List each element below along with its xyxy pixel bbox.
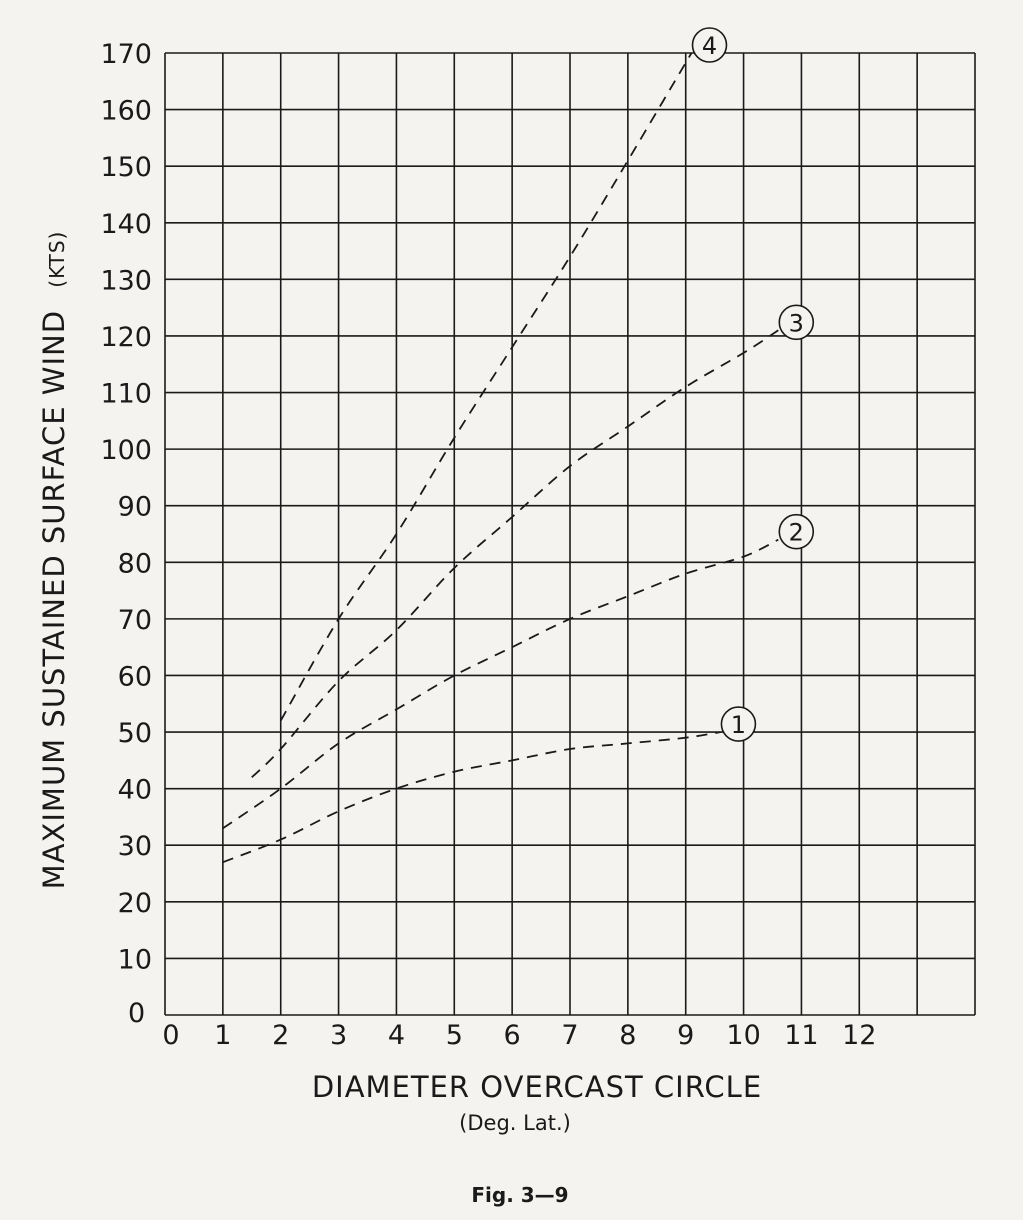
marker-number: 3: [789, 309, 804, 337]
series-line-1: [222, 731, 721, 864]
x-tick-label: 5: [446, 1020, 463, 1051]
x-tick-labels: 0 1 2 3 4 5 6 7 8 9 10 11 12: [162, 1020, 876, 1051]
x-tick-label: 4: [388, 1020, 405, 1051]
y-tick-label: 140: [100, 209, 152, 240]
y-tick-labels: 10 20 30 40 50 60 70 80 90 100 110 120 130 140 150 160 1…: [100, 39, 152, 975]
series-marker-1: 1: [720, 706, 757, 742]
marker-circle: [720, 706, 757, 742]
marker-number: 1: [731, 711, 746, 739]
y-axis-label: MAXIMUM SUSTAINED SURFACE WIND (KTS): [37, 231, 71, 890]
y-tick-label: 60: [118, 661, 152, 692]
x-tick-label: 10: [726, 1020, 760, 1051]
y-tick-label: 50: [118, 718, 152, 749]
series-line-2: [222, 538, 779, 830]
x-axis-sublabel: (Deg. Lat.): [459, 1111, 571, 1135]
series-marker-3: 3: [778, 304, 815, 341]
marker-number: 4: [702, 32, 717, 60]
x-tick-label: 0: [162, 1020, 179, 1051]
y-tick-label: 110: [100, 379, 152, 410]
series-marker-4: 4: [691, 27, 728, 63]
y-tick-label: 120: [100, 322, 152, 353]
x-tick-label: 11: [784, 1020, 818, 1051]
y-origin-label: 0: [128, 998, 145, 1029]
marker-circle: [778, 304, 815, 341]
marker-circle: [778, 513, 815, 550]
x-tick-label: 3: [330, 1020, 347, 1051]
x-tick-label: 9: [677, 1020, 694, 1051]
y-tick-label: 170: [100, 39, 152, 70]
y-axis-label-units: (KTS): [45, 231, 69, 288]
x-tick-label: 6: [504, 1020, 521, 1051]
series-line-3: [251, 329, 779, 778]
figure-caption: Fig. 3—9: [471, 1183, 568, 1207]
y-tick-label: 70: [118, 605, 152, 636]
series-markers: 1 2 3 4: [691, 27, 815, 742]
x-axis-label: DIAMETER OVERCAST CIRCLE: [312, 1070, 762, 1104]
x-tick-label: 7: [561, 1020, 578, 1051]
y-tick-label: 10: [118, 944, 152, 975]
marker-number: 2: [789, 519, 804, 547]
y-tick-label: 100: [100, 435, 152, 466]
series-marker-2: 2: [778, 513, 815, 550]
x-tick-label: 1: [214, 1020, 231, 1051]
y-tick-label: 150: [100, 152, 152, 183]
y-tick-label: 40: [118, 775, 152, 806]
y-tick-label: 20: [118, 888, 152, 919]
y-tick-label: 30: [118, 831, 152, 862]
y-tick-label: 80: [118, 548, 152, 579]
grid: [164, 52, 976, 1016]
x-tick-label: 12: [842, 1020, 876, 1051]
marker-circle: [691, 27, 728, 63]
x-tick-label: 2: [272, 1020, 289, 1051]
y-tick-label: 160: [100, 96, 152, 127]
y-tick-label: 90: [118, 492, 152, 523]
series-line-4: [279, 52, 693, 722]
y-axis-label-main: MAXIMUM SUSTAINED SURFACE WIND: [37, 310, 71, 889]
y-tick-label: 130: [100, 265, 152, 296]
x-tick-label: 8: [619, 1020, 636, 1051]
series-curves: [222, 52, 779, 864]
